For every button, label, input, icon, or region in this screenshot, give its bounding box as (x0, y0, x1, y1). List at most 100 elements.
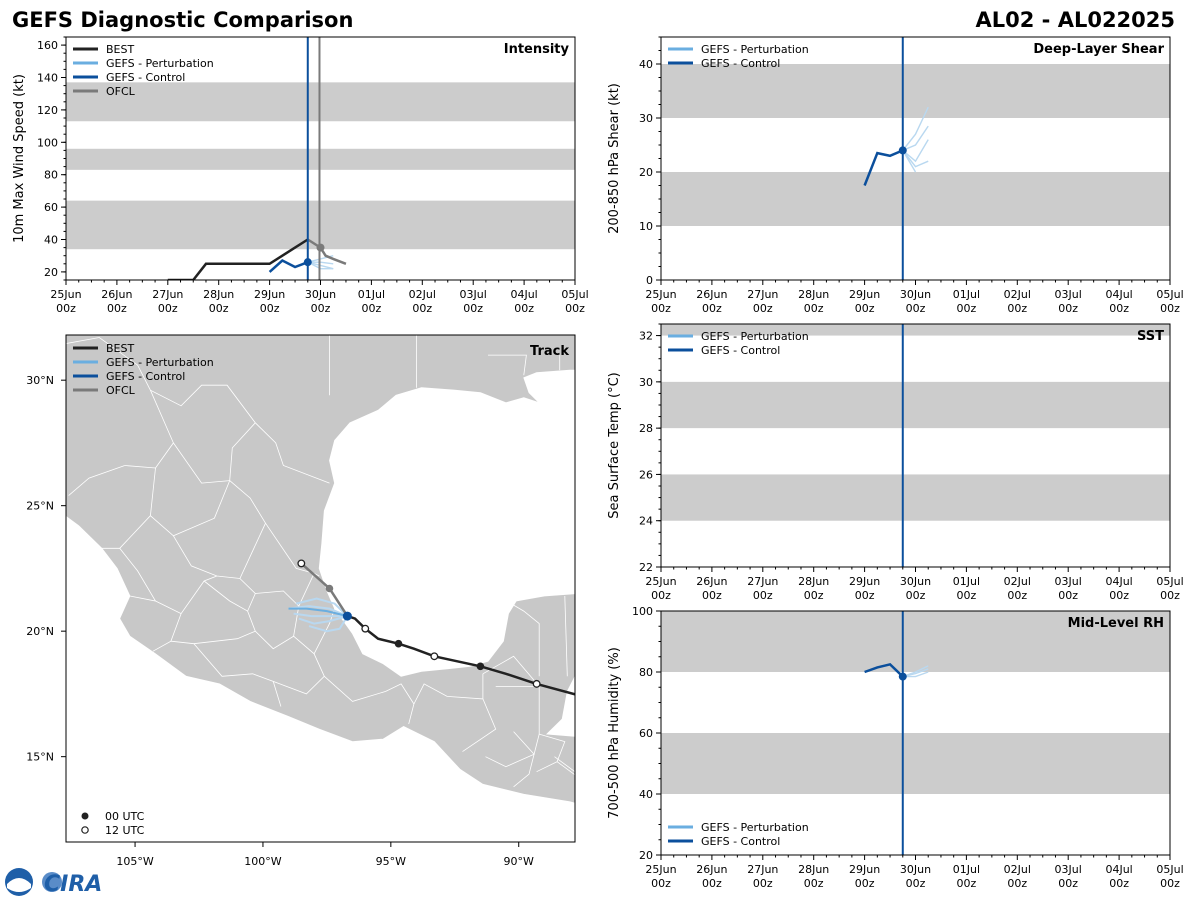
y-tick-label: 20 (639, 849, 653, 862)
x-tick-hour: 00z (158, 302, 178, 315)
y-tick-label: 80 (639, 666, 653, 679)
x-tick-hour: 00z (702, 302, 722, 315)
state-border (265, 522, 320, 577)
x-tick-hour: 00z (753, 589, 773, 602)
x-tick-hour: 00z (1058, 589, 1078, 602)
state-border (510, 603, 540, 677)
x-tick-hour: 00z (957, 302, 977, 315)
cira-logo: CIRA (5, 868, 102, 897)
x-tick-hour: 00z (1007, 302, 1027, 315)
state-border (554, 756, 575, 773)
x-tick-date: 30Jun (305, 288, 336, 301)
y-tick-label: 100 (632, 605, 653, 618)
y-tick-label: 30 (639, 376, 653, 389)
y-tick-label: 40 (639, 788, 653, 801)
x-tick-hour: 00z (362, 302, 382, 315)
x-tick-hour: 00z (906, 302, 926, 315)
y-tick-label: 60 (639, 727, 653, 740)
legend-label: GEFS - Perturbation (701, 43, 809, 56)
x-tick-date: 04Jul (1105, 288, 1132, 301)
best-12utc-point (430, 652, 439, 661)
panel-title: SST (1137, 329, 1164, 344)
perturbation-line (307, 261, 334, 270)
state-border (313, 608, 335, 654)
init-marker (898, 146, 907, 155)
perturbation-track (288, 605, 348, 618)
category-band (661, 611, 1170, 672)
x-tick-hour: 00z (1007, 877, 1027, 890)
lat-tick-label: 20°N (26, 625, 54, 638)
legend-label: GEFS - Perturbation (106, 356, 214, 369)
legend-label: GEFS - Control (106, 370, 185, 383)
shear-panel: 01020304025Jun00z26Jun00z27Jun00z28Jun00… (607, 36, 1184, 315)
legend-label: GEFS - Control (701, 835, 780, 848)
x-tick-date: 27Jun (747, 863, 778, 876)
x-tick-date: 26Jun (696, 575, 727, 588)
noaa-wave-icon (7, 878, 31, 892)
x-tick-hour: 00z (1058, 877, 1078, 890)
globe-icon (42, 872, 62, 892)
y-axis-label: 10m Max Wind Speed (kt) (12, 74, 27, 243)
lat-tick-label: 30°N (26, 374, 54, 387)
x-tick-hour: 00z (753, 302, 773, 315)
best-00utc-point (394, 639, 403, 648)
x-tick-date: 05Jul (561, 288, 588, 301)
x-tick-date: 28Jun (798, 863, 829, 876)
perturbation-line (307, 261, 334, 265)
y-tick-label: 80 (44, 169, 58, 182)
map-area (66, 335, 575, 842)
state-border (66, 337, 330, 484)
x-tick-date: 05Jul (1156, 863, 1183, 876)
category-band (661, 474, 1170, 521)
x-tick-date: 03Jul (460, 288, 487, 301)
x-tick-date: 01Jul (953, 575, 980, 588)
y-tick-label: 40 (639, 58, 653, 71)
storm-id: AL02 - AL022025 (976, 8, 1176, 32)
category-band (66, 148, 575, 170)
sst-panel: 22242628303225Jun00z26Jun00z27Jun00z28Ju… (607, 323, 1184, 602)
best-00utc-point (476, 662, 485, 671)
x-tick-hour: 00z (1160, 589, 1180, 602)
state-border (564, 595, 568, 677)
x-tick-date: 04Jul (510, 288, 537, 301)
x-tick-hour: 00z (209, 302, 229, 315)
x-tick-hour: 00z (855, 302, 875, 315)
x-tick-hour: 00z (957, 589, 977, 602)
rh-panel: 2040608010025Jun00z26Jun00z27Jun00z28Jun… (607, 605, 1184, 890)
state-border (536, 733, 566, 773)
state-border (462, 698, 497, 752)
x-tick-date: 01Jul (953, 288, 980, 301)
legend-label: 12 UTC (105, 824, 145, 837)
x-tick-date: 02Jul (1004, 288, 1031, 301)
x-tick-date: 02Jul (409, 288, 436, 301)
category-band (661, 324, 1170, 336)
x-tick-hour: 00z (107, 302, 127, 315)
perturbation-track (293, 612, 348, 618)
x-tick-date: 03Jul (1055, 575, 1082, 588)
state-border (255, 590, 300, 650)
x-tick-date: 29Jun (849, 863, 880, 876)
x-tick-hour: 00z (412, 302, 432, 315)
x-tick-hour: 00z (906, 589, 926, 602)
legend-label: BEST (106, 43, 134, 56)
gefs-control-line (864, 663, 904, 678)
x-tick-date: 02Jul (1004, 575, 1031, 588)
category-band (66, 82, 575, 122)
state-border (124, 390, 174, 469)
perturbation-track (295, 597, 349, 617)
legend-label: GEFS - Perturbation (701, 821, 809, 834)
y-tick-label: 40 (44, 234, 58, 247)
x-tick-hour: 00z (702, 589, 722, 602)
x-tick-hour: 00z (1058, 302, 1078, 315)
y-tick-label: 20 (44, 266, 58, 279)
best-line (167, 238, 309, 280)
control-track (288, 607, 348, 618)
state-border (298, 573, 315, 607)
state-border (485, 731, 535, 768)
state-border (413, 673, 484, 705)
map-frame (65, 334, 576, 843)
panel-title: Intensity (504, 42, 570, 57)
x-tick-date: 27Jun (747, 288, 778, 301)
x-tick-date: 27Jun (152, 288, 183, 301)
y-tick-label: 28 (639, 422, 653, 435)
